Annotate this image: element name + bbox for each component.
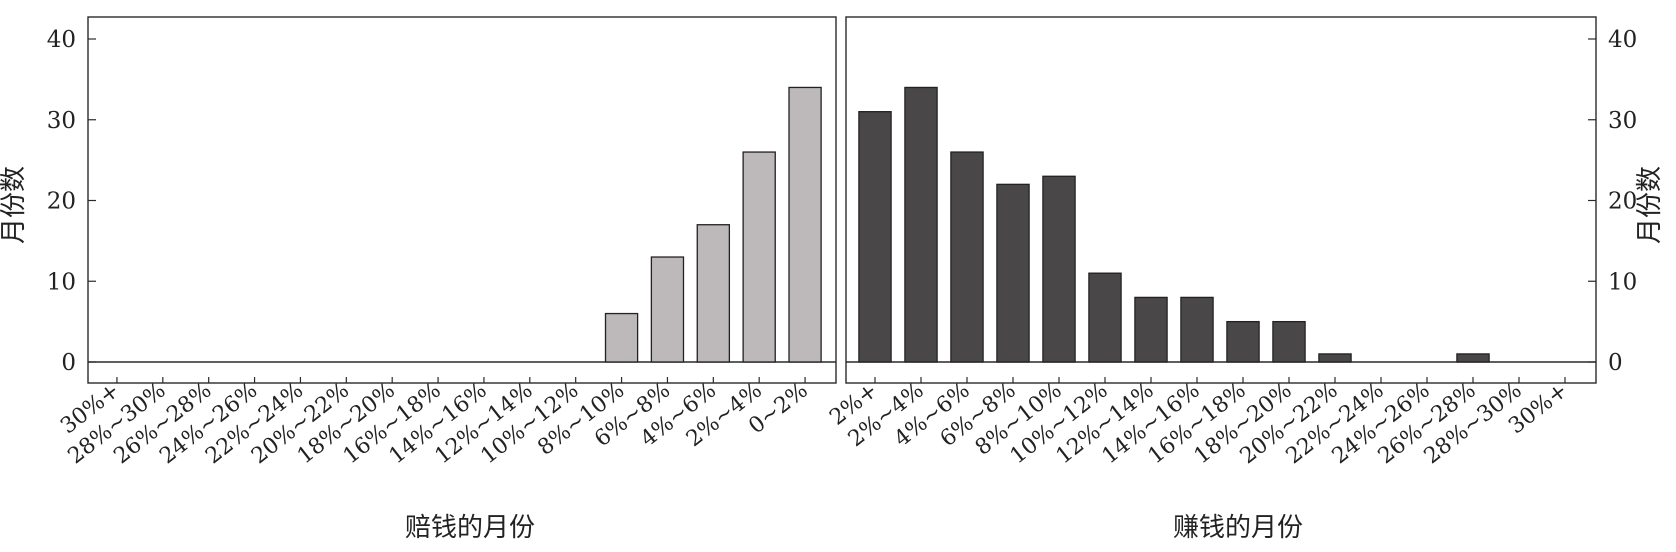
bar (996, 183, 1030, 363)
bar (950, 151, 984, 363)
bar (1272, 320, 1306, 363)
y-tick-label: 20 (1608, 189, 1637, 215)
y-tick-label: 40 (47, 27, 76, 53)
bar (1318, 353, 1352, 363)
x-axis-title: 赔钱的月份 (405, 513, 535, 543)
y-axis-title: 月份数 (0, 166, 29, 244)
bar (788, 86, 822, 363)
bar (696, 224, 731, 363)
y-axis-title: 月份数 (1635, 166, 1665, 244)
y-tick-label: 30 (47, 108, 76, 134)
bar (1088, 272, 1122, 363)
bar (650, 256, 685, 363)
y-tick-label: 0 (61, 350, 76, 376)
bar (1180, 296, 1214, 363)
bar (1134, 296, 1168, 363)
bar (858, 111, 892, 363)
bar (604, 312, 639, 363)
bar (1226, 320, 1260, 363)
y-tick-label: 10 (1608, 269, 1637, 295)
y-tick-label: 10 (47, 269, 76, 295)
y-tick-label: 20 (47, 189, 76, 215)
bar (742, 151, 776, 363)
x-axis-title: 赚钱的月份 (1173, 513, 1303, 543)
y-tick-label: 40 (1608, 27, 1637, 53)
bar (1042, 175, 1076, 363)
y-tick-label: 30 (1608, 108, 1637, 134)
bar (1456, 353, 1490, 363)
y-tick-label: 0 (1608, 350, 1623, 376)
bar (904, 86, 938, 363)
